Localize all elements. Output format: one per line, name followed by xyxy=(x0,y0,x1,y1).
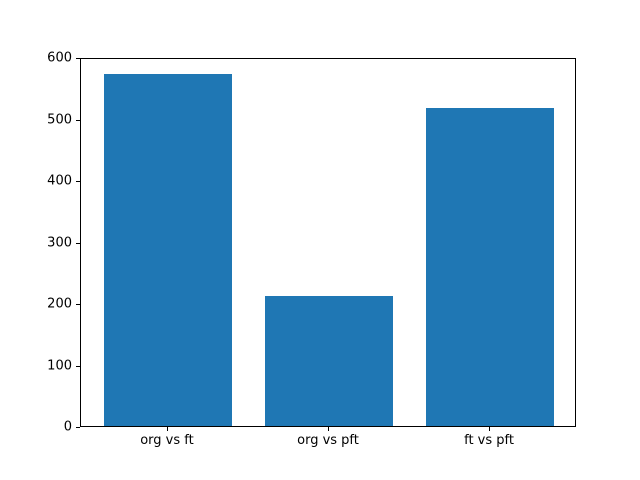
y-axis-tick xyxy=(76,427,80,428)
y-tick-label: 600 xyxy=(47,50,72,66)
y-axis-tick xyxy=(76,304,80,305)
y-axis-tick xyxy=(76,58,80,59)
x-tick-label: ft vs pft xyxy=(464,433,514,448)
plot-area xyxy=(80,58,576,427)
y-axis-tick xyxy=(76,365,80,367)
x-axis-tick xyxy=(328,427,329,431)
x-tick-label: org vs ft xyxy=(140,433,194,448)
bar-1 xyxy=(103,74,233,426)
y-tick-label: 300 xyxy=(47,235,72,250)
y-axis-tick xyxy=(76,181,80,182)
y-tick-label: 100 xyxy=(47,358,72,373)
y-axis-tick xyxy=(76,242,80,244)
y-tick-label: 200 xyxy=(47,296,72,312)
y-tick-label: 0 xyxy=(63,419,72,435)
y-tick-label: 500 xyxy=(47,112,72,127)
x-axis-tick xyxy=(166,427,168,431)
bar-2 xyxy=(264,295,394,426)
x-axis-tick xyxy=(489,427,491,431)
y-tick-label: 400 xyxy=(47,173,72,189)
y-axis-tick xyxy=(76,119,80,121)
x-tick-label: org vs pft xyxy=(297,433,359,448)
bar-3 xyxy=(425,108,555,426)
